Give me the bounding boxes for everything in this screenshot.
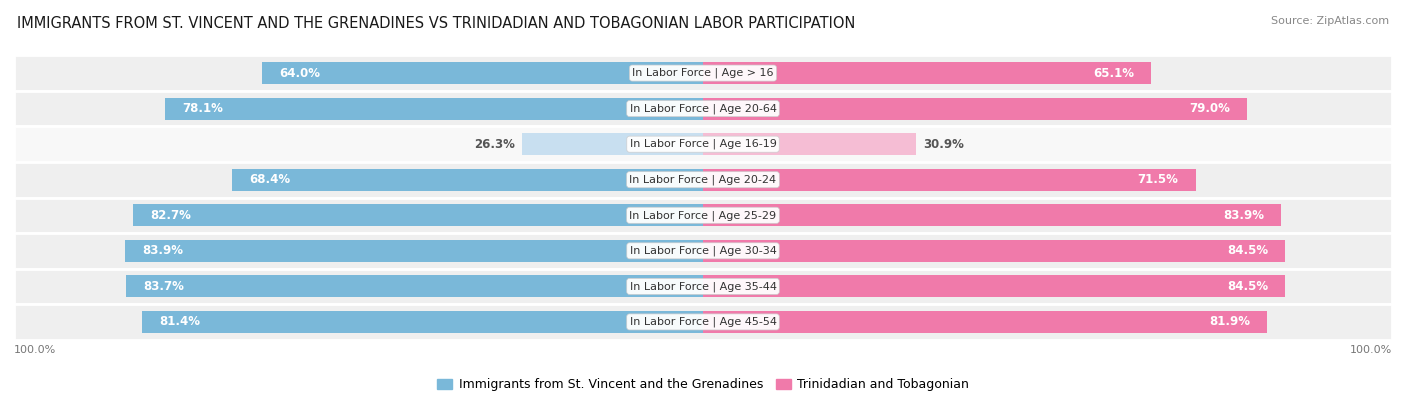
Text: In Labor Force | Age > 16: In Labor Force | Age > 16: [633, 68, 773, 78]
Text: In Labor Force | Age 20-64: In Labor Force | Age 20-64: [630, 103, 776, 114]
Text: 78.1%: 78.1%: [183, 102, 224, 115]
Bar: [14, 198, 1392, 233]
Bar: [14, 55, 1392, 91]
Bar: [142, 311, 703, 333]
Bar: [14, 233, 1392, 269]
Text: 81.9%: 81.9%: [1209, 316, 1250, 328]
Text: 84.5%: 84.5%: [1227, 280, 1268, 293]
Bar: [14, 304, 1392, 340]
Bar: [703, 98, 1247, 120]
Text: 65.1%: 65.1%: [1094, 67, 1135, 79]
Bar: [262, 62, 703, 84]
Text: 82.7%: 82.7%: [150, 209, 191, 222]
Bar: [703, 240, 1285, 262]
Bar: [14, 91, 1392, 126]
Text: In Labor Force | Age 25-29: In Labor Force | Age 25-29: [630, 210, 776, 220]
Bar: [232, 169, 703, 191]
Text: 83.9%: 83.9%: [142, 245, 183, 257]
Text: 100.0%: 100.0%: [14, 345, 56, 355]
Bar: [14, 162, 1392, 198]
Text: 64.0%: 64.0%: [280, 67, 321, 79]
Text: 68.4%: 68.4%: [249, 173, 290, 186]
Bar: [127, 275, 703, 297]
Text: 100.0%: 100.0%: [1350, 345, 1392, 355]
Text: In Labor Force | Age 45-54: In Labor Force | Age 45-54: [630, 317, 776, 327]
Text: 83.9%: 83.9%: [1223, 209, 1264, 222]
Bar: [134, 204, 703, 226]
Text: 81.4%: 81.4%: [159, 316, 201, 328]
Text: In Labor Force | Age 20-24: In Labor Force | Age 20-24: [630, 175, 776, 185]
Bar: [14, 269, 1392, 304]
Bar: [165, 98, 703, 120]
Text: 84.5%: 84.5%: [1227, 245, 1268, 257]
Legend: Immigrants from St. Vincent and the Grenadines, Trinidadian and Tobagonian: Immigrants from St. Vincent and the Gren…: [433, 373, 973, 395]
Text: 79.0%: 79.0%: [1189, 102, 1230, 115]
Text: In Labor Force | Age 35-44: In Labor Force | Age 35-44: [630, 281, 776, 292]
Text: 30.9%: 30.9%: [922, 138, 963, 150]
Text: Source: ZipAtlas.com: Source: ZipAtlas.com: [1271, 16, 1389, 26]
Bar: [703, 169, 1195, 191]
Bar: [703, 275, 1285, 297]
Bar: [522, 133, 703, 155]
Text: In Labor Force | Age 30-34: In Labor Force | Age 30-34: [630, 246, 776, 256]
Bar: [703, 204, 1281, 226]
Text: 71.5%: 71.5%: [1137, 173, 1178, 186]
Text: 26.3%: 26.3%: [474, 138, 515, 150]
Bar: [125, 240, 703, 262]
Text: IMMIGRANTS FROM ST. VINCENT AND THE GRENADINES VS TRINIDADIAN AND TOBAGONIAN LAB: IMMIGRANTS FROM ST. VINCENT AND THE GREN…: [17, 16, 855, 31]
Text: 83.7%: 83.7%: [143, 280, 184, 293]
Bar: [14, 126, 1392, 162]
Bar: [703, 311, 1267, 333]
Bar: [703, 62, 1152, 84]
Text: In Labor Force | Age 16-19: In Labor Force | Age 16-19: [630, 139, 776, 149]
Bar: [703, 133, 915, 155]
